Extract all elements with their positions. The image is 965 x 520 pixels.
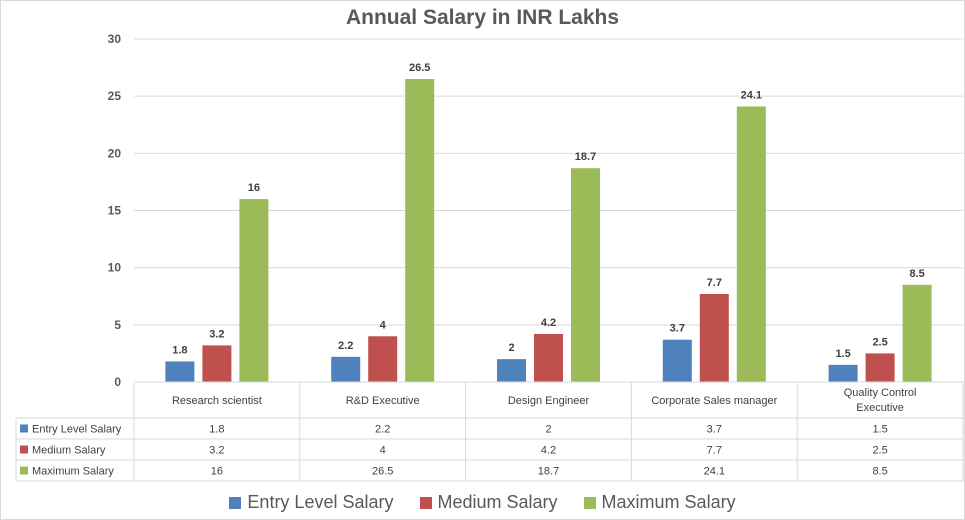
bar — [865, 353, 895, 382]
bar — [368, 336, 398, 382]
table-cell: 4 — [380, 445, 386, 457]
x-category-label: Executive — [856, 402, 904, 414]
table-row-label: Medium Salary — [32, 445, 106, 457]
data-label: 16 — [248, 182, 260, 194]
table-cell: 8.5 — [872, 466, 887, 478]
x-category-label: Corporate Sales manager — [651, 395, 777, 407]
data-label: 2 — [508, 342, 514, 354]
table-cell: 2.2 — [375, 424, 390, 436]
bar — [534, 333, 563, 382]
data-label: 8.5 — [909, 268, 924, 280]
legend: Entry Level Salary Medium Salary Maximum S… — [0, 492, 965, 513]
data-label: 1.5 — [835, 348, 850, 360]
bar — [736, 106, 766, 382]
table-cell: 18.7 — [538, 466, 559, 478]
data-label: 1.8 — [172, 344, 187, 356]
x-category-label: R&D Executive — [346, 395, 420, 407]
bar — [828, 364, 858, 382]
table-cell: 4.2 — [541, 445, 556, 457]
table-cell: 2.5 — [872, 445, 887, 457]
data-label: 18.7 — [575, 151, 596, 163]
data-label: 26.5 — [409, 62, 430, 74]
y-tick-label: 10 — [108, 261, 122, 275]
y-tick-label: 15 — [108, 204, 122, 218]
table-cell: 1.8 — [209, 424, 224, 436]
data-label: 7.7 — [707, 277, 722, 289]
y-tick-label: 20 — [108, 146, 122, 160]
bar — [331, 356, 361, 382]
table-legend-key — [20, 466, 28, 475]
legend-label: Entry Level Salary — [247, 492, 394, 512]
x-category-label: Quality Control — [844, 387, 917, 399]
table-cell: 24.1 — [704, 466, 725, 478]
table-cell: 16 — [211, 466, 223, 478]
bar — [571, 168, 600, 382]
table-cell: 7.7 — [707, 445, 722, 457]
table-row-label: Maximum Salary — [32, 466, 114, 478]
y-tick-label: 0 — [114, 375, 121, 389]
x-category-label: Design Engineer — [508, 395, 590, 407]
table-legend-key — [20, 424, 28, 433]
data-label: 4 — [380, 319, 387, 331]
legend-swatch — [419, 496, 432, 509]
table-cell: 3.2 — [209, 445, 224, 457]
legend-item: Medium Salary — [419, 492, 558, 513]
legend-item: Entry Level Salary — [229, 492, 394, 513]
bar — [662, 339, 692, 382]
y-tick-label: 30 — [108, 32, 122, 46]
data-label: 4.2 — [541, 317, 556, 329]
bar — [202, 345, 232, 382]
table-row-label: Entry Level Salary — [32, 424, 122, 436]
bar — [699, 293, 729, 382]
bar — [405, 79, 435, 383]
x-category-label: Research scientist — [172, 395, 262, 407]
legend-swatch — [583, 496, 596, 509]
bar — [239, 199, 269, 382]
table-cell: 1.5 — [872, 424, 887, 436]
data-label: 2.5 — [872, 336, 887, 348]
bar — [165, 361, 195, 382]
data-label: 2.2 — [338, 340, 353, 352]
legend-label: Medium Salary — [437, 492, 558, 512]
y-tick-label: 25 — [108, 89, 122, 103]
data-label: 3.7 — [670, 323, 685, 335]
legend-item: Maximum Salary — [583, 492, 736, 513]
legend-swatch — [229, 496, 242, 509]
table-legend-key — [20, 445, 28, 454]
table-cell: 3.7 — [707, 424, 722, 436]
data-label: 24.1 — [741, 89, 762, 101]
bar — [497, 359, 526, 382]
table-cell: 2 — [545, 424, 551, 436]
data-label: 3.2 — [209, 328, 224, 340]
table-cell: 26.5 — [372, 466, 393, 478]
bar — [902, 284, 932, 382]
chart-title: Annual Salary in INR Lakhs — [345, 6, 620, 29]
legend-label: Maximum Salary — [601, 492, 736, 512]
y-tick-label: 5 — [114, 318, 121, 332]
